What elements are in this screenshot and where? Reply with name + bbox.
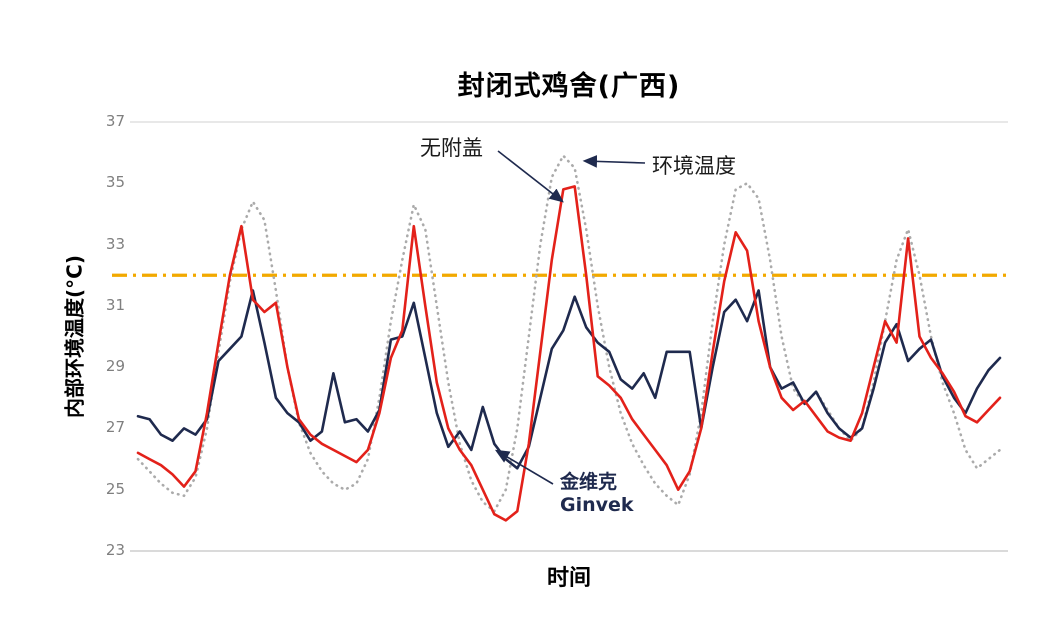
y-tick-label: 27 bbox=[105, 418, 125, 437]
ambient-annotation-arrow bbox=[582, 155, 646, 168]
no-cover-annotation-arrow bbox=[497, 150, 564, 203]
y-tick-label: 33 bbox=[105, 234, 125, 253]
y-tick-label: 25 bbox=[105, 479, 125, 498]
ginvek-annotation-label-en: Ginvek bbox=[560, 494, 634, 516]
ginvek-annotation-arrow bbox=[494, 449, 554, 485]
x-axis-title: 时间 bbox=[546, 566, 591, 591]
y-tick-label: 35 bbox=[105, 173, 125, 192]
ambient-annotation-label: 环境温度 bbox=[652, 154, 736, 178]
series-line-1 bbox=[136, 289, 1002, 470]
no-cover-annotation-label: 无附盖 bbox=[420, 136, 483, 160]
ginvek-annotation-label-cn: 金维克 bbox=[560, 471, 618, 493]
y-axis-ticks: 37 35 33 31 29 27 25 23 bbox=[0, 0, 125, 632]
series-line-2 bbox=[136, 185, 1002, 522]
y-tick-label: 29 bbox=[105, 357, 125, 376]
y-tick-label: 37 bbox=[105, 112, 125, 130]
y-tick-label: 31 bbox=[105, 295, 125, 314]
chart-title: 封闭式鸡舍(广西) bbox=[457, 71, 681, 102]
y-tick-label: 23 bbox=[105, 541, 125, 559]
